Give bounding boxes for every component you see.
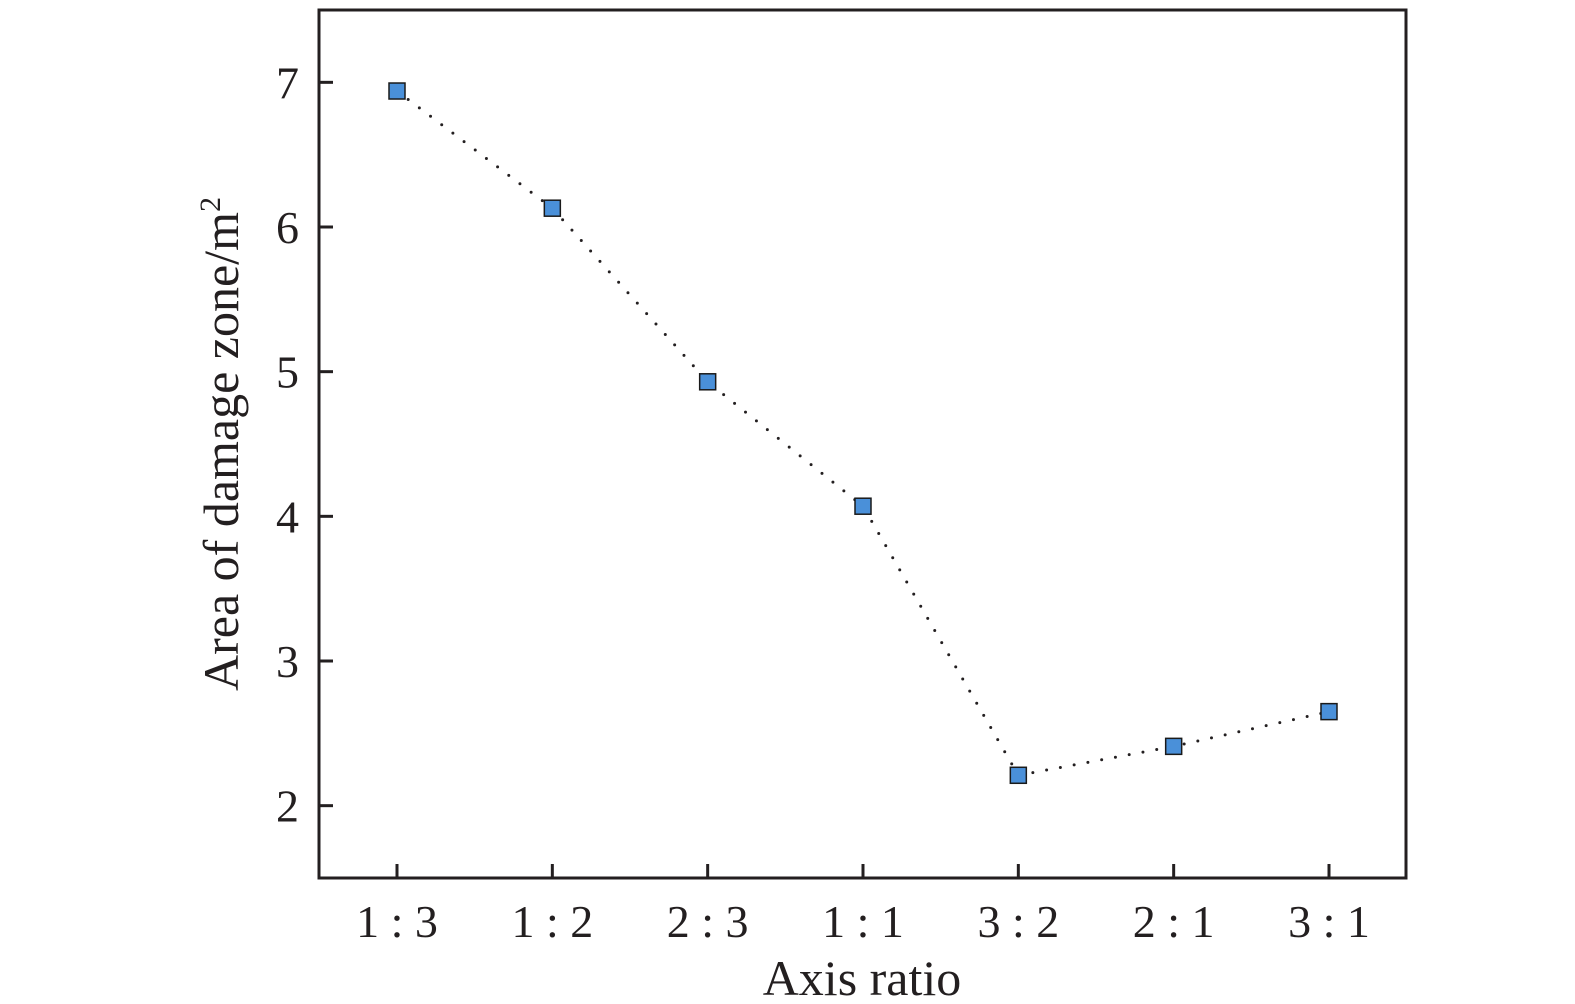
y-tick-label: 6 [276,202,299,253]
x-tick-label: 1 : 1 [822,896,904,947]
x-tick-label: 3 : 2 [977,896,1059,947]
x-tick-label: 1 : 2 [511,896,593,947]
y-axis-title: Area of damage zone/m2 [193,197,249,691]
x-axis-ticks: 1 : 3 1 : 2 2 : 3 1 : 1 3 : 2 2 : 1 3 : 1 [356,864,1370,947]
y-axis-ticks: 2 3 4 5 6 7 [276,57,333,832]
series-line-group [395,89,1331,777]
data-point [1164,737,1183,756]
y-axis-title-superscript: 2 [194,197,227,212]
plot-frame [317,8,1408,880]
data-point [543,199,562,217]
data-point [388,82,406,100]
y-tick-label: 3 [276,636,299,687]
y-tick-label: 4 [276,491,299,542]
x-tick-label: 1 : 3 [356,896,438,947]
x-tick-label: 2 : 3 [667,896,749,947]
data-point [854,497,872,515]
data-point [698,373,717,391]
series-points-group [388,82,1338,785]
data-point [1009,766,1028,785]
y-tick-label: 7 [276,57,299,108]
series-line [395,89,1331,777]
y-tick-label: 5 [276,347,299,398]
x-axis-title: Axis ratio [763,950,962,1004]
y-tick-label: 2 [276,781,299,832]
y-axis-title-main: Area of damage zone/m [193,212,249,691]
x-tick-label: 3 : 1 [1288,896,1370,947]
x-tick-label: 2 : 1 [1133,896,1215,947]
data-point [1320,702,1338,721]
